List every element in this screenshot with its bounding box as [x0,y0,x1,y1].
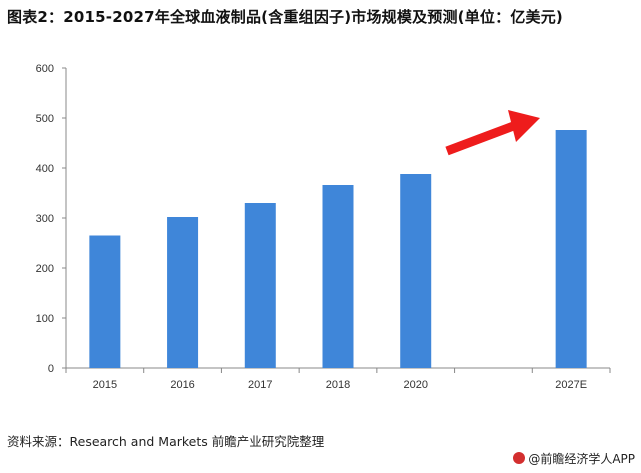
y-tick-label: 500 [36,113,54,125]
y-tick-label: 0 [48,363,54,375]
source-note: 资料来源：Research and Markets 前瞻产业研究院整理 [7,434,325,449]
x-tick-label: 2017 [248,379,272,391]
y-tick-label: 300 [36,213,54,225]
y-tick-label: 100 [36,313,54,325]
brand-logo-icon [513,452,526,464]
x-tick-label: 2015 [93,379,117,391]
x-tick-label: 2027E [555,379,587,391]
bar [89,235,121,368]
bar-series [89,130,587,368]
brand-label: @前瞻经济学人APP [513,450,635,467]
bar [400,174,432,368]
bar [322,185,354,368]
brand-text: @前瞻经济学人APP [528,452,635,466]
x-tick-label: 2018 [326,379,350,391]
y-tick-label: 400 [36,163,54,175]
x-tick-label: 2016 [170,379,194,391]
y-axis: 0 100 200 300 400 500 600 [36,63,67,375]
bar [167,217,199,368]
x-axis: 2015 2016 2017 2018 2020 2027E [65,367,611,391]
x-tick-label: 2020 [403,379,427,391]
y-tick-label: 600 [36,63,54,75]
trend-arrow-icon [445,110,540,156]
bar [555,130,587,368]
chart-title: 图表2：2015-2027年全球血液制品(含重组因子)市场规模及预测(单位：亿美… [7,8,563,26]
y-tick-label: 200 [36,263,54,275]
bar [244,203,276,368]
